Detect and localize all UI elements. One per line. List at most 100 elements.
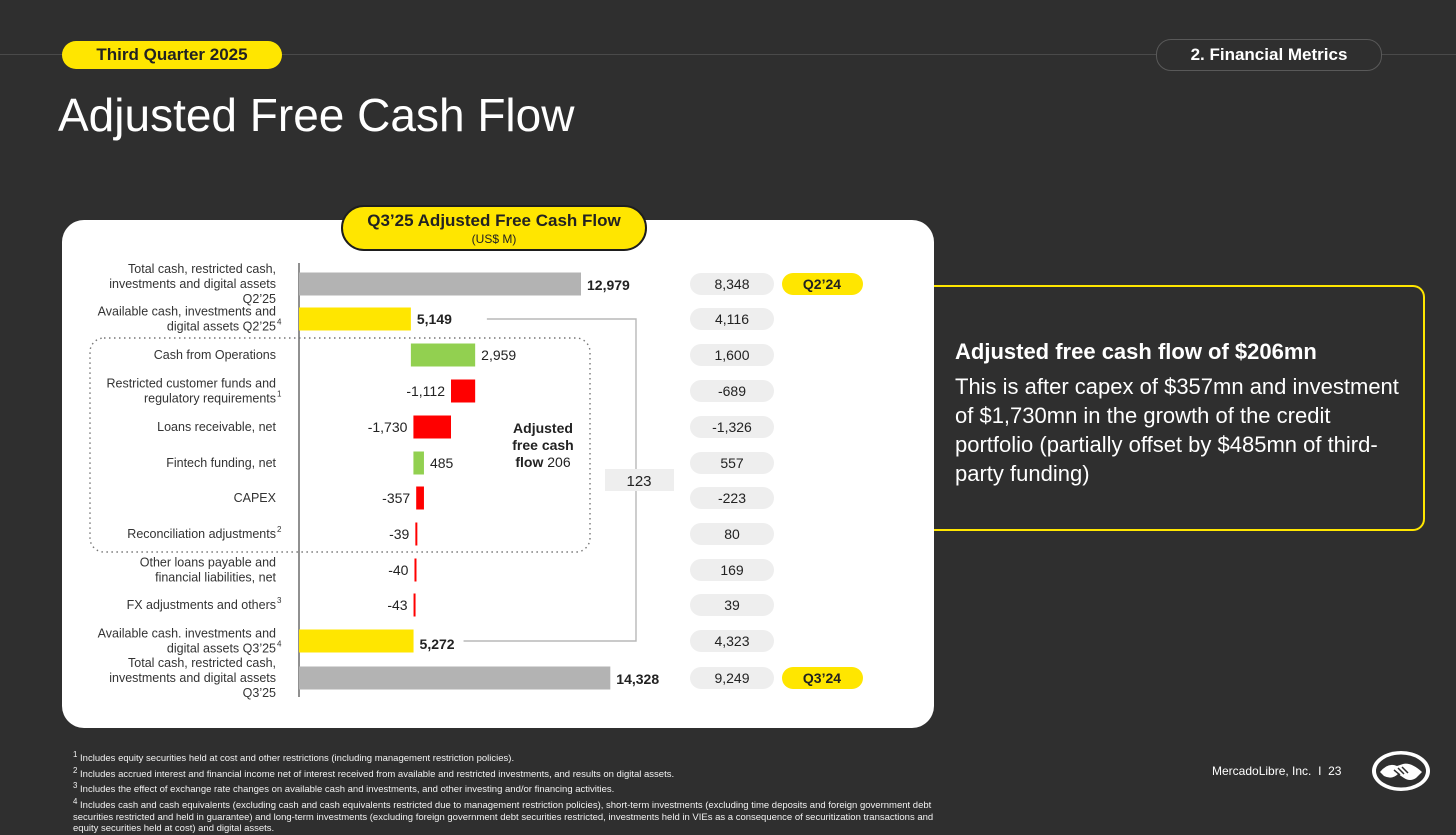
highlight-body: This is after capex of $357mn and invest… [955,374,1399,486]
value-label: 5,272 [420,636,455,652]
category-label: Total cash, restricted cash, [128,656,276,670]
bar-available [299,307,411,331]
value-label: -357 [382,490,410,506]
chart-subtitle: (US$ M) [471,232,517,246]
prior-value: 4,323 [714,633,749,649]
bar-negative [451,379,476,403]
bar-total [299,666,611,690]
footnote: 2 Includes accrued interest and financia… [73,765,675,780]
net-change-value: 123 [626,473,651,490]
value-label: 14,328 [616,671,659,687]
prior-value: -1,326 [712,419,752,435]
net-change-pill [605,469,674,491]
prior-value: 4,116 [715,311,749,327]
category-label: Available cash. investments and [98,627,276,641]
category-label: Cash from Operations [154,348,276,362]
prior-value: 169 [720,562,744,578]
value-label: 485 [430,455,454,471]
period-tag-label: Q3’24 [803,670,841,686]
prior-value-pill [690,630,774,652]
period-tag [782,667,863,689]
category-label: regulatory requirements [144,392,276,406]
footer-company: MercadoLibre, Inc. I 23 [1212,764,1342,778]
prior-value-pill [690,559,774,581]
category-label: digital assets Q3’25 [167,642,276,656]
adjusted-fcf-bracket [89,337,591,553]
footnote-marker: 4 [277,640,282,649]
chart-title: Q3’25 Adjusted Free Cash Flow [367,211,621,230]
footnote: 4 Includes cash and cash equivalents (ex… [73,796,934,835]
section-badge: 2. Financial Metrics [1156,39,1382,71]
bar-negative [414,558,417,582]
footnote-marker: 4 [277,318,282,327]
prior-value: 80 [724,526,740,542]
prior-value-pill [690,344,774,366]
prior-value-pill [690,273,774,295]
category-label: Loans receivable, net [157,420,276,434]
category-label: Available cash, investments and [98,305,276,319]
value-label: -43 [387,597,407,613]
category-label: Restricted customer funds and [106,377,276,391]
category-label: Total cash, restricted cash, [128,262,276,276]
category-label: Q3’25 [243,686,276,700]
prior-value: 9,249 [714,670,749,686]
value-label: 12,979 [587,277,630,293]
value-label: 2,959 [481,347,516,363]
category-label: Fintech funding, net [166,456,276,470]
prior-value-pill [690,416,774,438]
bar-negative [413,415,452,439]
prior-value-pill [690,380,774,402]
prior-value-pill [690,667,774,689]
footnote: 1 Includes equity securities held at cos… [73,750,515,765]
period-tag-label: Q2’24 [803,276,841,292]
footnotes: 1 Includes equity securities held at cos… [73,749,943,835]
prior-value: 8,348 [714,276,749,292]
bar-positive [410,343,476,367]
footnote-marker: 2 [277,525,282,534]
adjusted-fcf-label: flow 206 [515,454,570,470]
category-label: Reconciliation adjustments [127,527,276,541]
category-label: CAPEX [234,491,277,505]
prior-value-pill [690,452,774,474]
period-tag [782,273,863,295]
prior-value-pill [690,523,774,545]
footnote-marker: 3 [277,596,282,605]
handshake-icon [1372,751,1430,791]
prior-value: -689 [718,383,746,399]
prior-value-pill [690,308,774,330]
bar-negative [416,486,424,510]
adjusted-fcf-label: free cash [512,437,573,453]
category-label: Q2’25 [243,292,276,306]
page-number: 23 [1328,764,1342,778]
header-divider [0,54,1456,55]
bar-positive [413,451,424,475]
category-label: FX adjustments and others [127,598,276,612]
highlight-box [934,285,1425,531]
highlight-headline: Adjusted free cash flow of $206mn [955,339,1317,364]
prior-value: -223 [718,490,746,506]
adjusted-fcf-label: Adjusted [513,420,573,436]
bar-available [299,629,414,653]
quarter-badge: Third Quarter 2025 [62,41,282,69]
prior-value-pill [690,487,774,509]
value-label: -1,730 [368,419,408,435]
chart-title-pill: Q3’25 Adjusted Free Cash Flow (US$ M) [341,205,647,251]
value-label: -40 [388,562,408,578]
category-label: financial liabilities, net [155,571,276,585]
category-label: Other loans payable and [140,556,276,570]
category-label: investments and digital assets [109,277,276,291]
category-label: digital assets Q2’25 [167,320,276,334]
prior-value: 557 [720,455,744,471]
footnote-marker: 1 [277,390,282,399]
prior-value: 39 [724,597,740,613]
category-label: investments and digital assets [109,671,276,685]
page-title: Adjusted Free Cash Flow [58,89,575,141]
bar-total [299,272,581,296]
bar-negative [415,522,418,546]
value-label: 5,149 [417,311,452,327]
chart-card [62,220,934,728]
footnote: 3 Includes the effect of exchange rate c… [73,781,615,796]
bar-negative [413,593,416,617]
prior-value-pill [690,594,774,616]
